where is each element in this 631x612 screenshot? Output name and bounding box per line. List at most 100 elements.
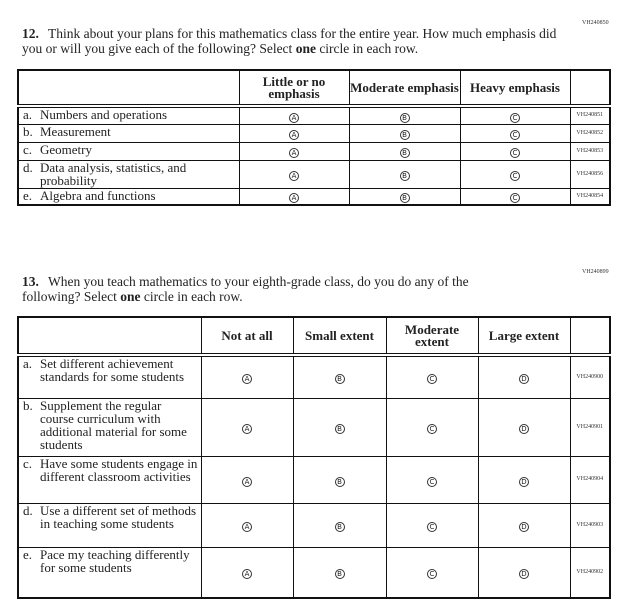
item-label: a. bbox=[23, 356, 33, 371]
option-cell: C bbox=[385, 455, 479, 504]
option-cell: A bbox=[238, 141, 350, 161]
radio-circle-option[interactable]: A bbox=[242, 522, 252, 532]
radio-circle-option[interactable]: C bbox=[510, 130, 520, 140]
radio-circle-option[interactable]: A bbox=[289, 148, 299, 158]
option-cell: C bbox=[385, 546, 479, 599]
option-cell: B bbox=[292, 502, 387, 548]
radio-circle-option[interactable]: A bbox=[242, 476, 252, 487]
option-cell: B bbox=[292, 455, 387, 504]
item-label: b. bbox=[23, 397, 33, 413]
radio-circle-option[interactable]: C bbox=[510, 148, 520, 158]
radio-circle-option[interactable]: C bbox=[427, 374, 437, 385]
radio-circle-option[interactable]: B bbox=[399, 112, 410, 123]
option-cell: C bbox=[385, 397, 479, 457]
option-cell: A bbox=[200, 397, 294, 457]
radio-circle-option[interactable]: C bbox=[427, 522, 437, 532]
option-cell: D bbox=[477, 546, 571, 599]
question-code: VH240899 bbox=[582, 269, 609, 275]
radio-circle-option[interactable]: D bbox=[519, 569, 529, 580]
blank-header bbox=[17, 69, 240, 107]
code-header bbox=[569, 316, 611, 356]
radio-circle-option[interactable]: D bbox=[519, 476, 529, 487]
row-code: VH240903 bbox=[569, 502, 611, 548]
row-item: e. Pace my teaching differently for some … bbox=[17, 546, 202, 599]
prompt-emphasis: one bbox=[295, 41, 316, 56]
question-13-table: Not at all Small extent Moderate extent Lar… bbox=[17, 316, 611, 599]
radio-circle-option[interactable]: C bbox=[427, 476, 437, 487]
radio-circle-option[interactable]: B bbox=[334, 424, 345, 434]
table-row: b. Measurement A B C VH240852 bbox=[17, 123, 611, 143]
row-code: VH240856 bbox=[569, 159, 611, 189]
table-row: a. Set different achievement standards fo… bbox=[17, 354, 611, 399]
table-row: c. Geometry A B C VH240853 bbox=[17, 141, 611, 161]
option-cell: C bbox=[385, 354, 479, 399]
item-text: Use a different set of methods in teachi… bbox=[40, 502, 197, 531]
radio-circle-option[interactable]: D bbox=[519, 424, 529, 434]
radio-circle-option[interactable]: A bbox=[289, 193, 299, 204]
radio-circle-option[interactable]: B bbox=[399, 130, 410, 140]
item-label: d. bbox=[23, 159, 33, 175]
radio-circle-option[interactable]: A bbox=[289, 112, 299, 123]
table-row: e. Pace my teaching differently for some … bbox=[17, 546, 611, 599]
table-row: d. Use a different set of methods in teac… bbox=[17, 502, 611, 548]
radio-circle-option[interactable]: A bbox=[242, 424, 252, 434]
radio-circle-option[interactable]: C bbox=[427, 424, 437, 434]
radio-circle-option[interactable]: D bbox=[519, 374, 529, 385]
radio-circle-option[interactable]: A bbox=[242, 569, 252, 580]
row-code: VH240900 bbox=[569, 354, 611, 399]
option-cell: B bbox=[348, 187, 461, 206]
option-cell: C bbox=[459, 105, 571, 125]
radio-circle-option[interactable]: B bbox=[399, 193, 410, 204]
option-cell: A bbox=[200, 546, 294, 599]
option-cell: D bbox=[477, 354, 571, 399]
option-cell: B bbox=[348, 159, 461, 189]
option-cell: A bbox=[238, 159, 350, 189]
row-code: VH240904 bbox=[569, 455, 611, 504]
radio-circle-option[interactable]: C bbox=[510, 112, 520, 123]
row-item: d. Data analysis, statistics, and probabi… bbox=[17, 159, 240, 189]
radio-circle-option[interactable]: D bbox=[519, 522, 529, 532]
option-cell: C bbox=[459, 123, 571, 143]
row-item: a. Numbers and operations bbox=[17, 105, 240, 125]
question-code: VH240850 bbox=[582, 20, 609, 26]
radio-circle-option[interactable]: B bbox=[334, 476, 345, 487]
item-label: c. bbox=[23, 455, 33, 471]
radio-circle-option[interactable]: B bbox=[334, 522, 345, 532]
column-header: Large extent bbox=[477, 316, 571, 356]
radio-circle-option[interactable]: A bbox=[289, 130, 299, 140]
item-label: a. bbox=[23, 107, 33, 122]
row-code: VH240901 bbox=[569, 397, 611, 457]
option-cell: C bbox=[459, 141, 571, 161]
blank-header bbox=[17, 316, 202, 356]
row-item: b. Measurement bbox=[17, 123, 240, 143]
item-text: Data analysis, statistics, and probabili… bbox=[40, 159, 187, 188]
column-header: Moderate emphasis bbox=[348, 69, 461, 107]
radio-circle-option[interactable]: A bbox=[289, 171, 299, 181]
column-header: Heavy emphasis bbox=[459, 69, 571, 107]
item-text: Set different achievement standards for … bbox=[40, 356, 185, 384]
radio-circle-option[interactable]: B bbox=[399, 171, 410, 181]
radio-circle-option[interactable]: B bbox=[399, 148, 410, 158]
radio-circle-option[interactable]: C bbox=[427, 569, 437, 580]
option-cell: B bbox=[292, 546, 387, 599]
row-item: c. Have some students engage in different… bbox=[17, 455, 202, 504]
radio-circle-option[interactable]: C bbox=[510, 171, 520, 181]
prompt-text: Think about your plans for this mathemat… bbox=[22, 26, 557, 56]
radio-circle-option[interactable]: A bbox=[242, 374, 252, 385]
radio-circle-option[interactable]: B bbox=[334, 569, 345, 580]
row-code: VH240902 bbox=[569, 546, 611, 599]
table-row: c. Have some students engage in different… bbox=[17, 455, 611, 504]
option-cell: A bbox=[200, 502, 294, 548]
radio-circle-option[interactable]: B bbox=[334, 374, 345, 385]
option-cell: C bbox=[385, 502, 479, 548]
item-label: d. bbox=[23, 502, 33, 518]
item-label: c. bbox=[23, 141, 33, 157]
option-cell: D bbox=[477, 455, 571, 504]
row-code: VH240853 bbox=[569, 141, 611, 161]
prompt-emphasis: one bbox=[120, 289, 141, 304]
radio-circle-option[interactable]: C bbox=[510, 193, 520, 204]
option-cell: A bbox=[238, 187, 350, 206]
row-item: b. Supplement the regular course curricul… bbox=[17, 397, 202, 457]
item-label: e. bbox=[23, 187, 33, 203]
